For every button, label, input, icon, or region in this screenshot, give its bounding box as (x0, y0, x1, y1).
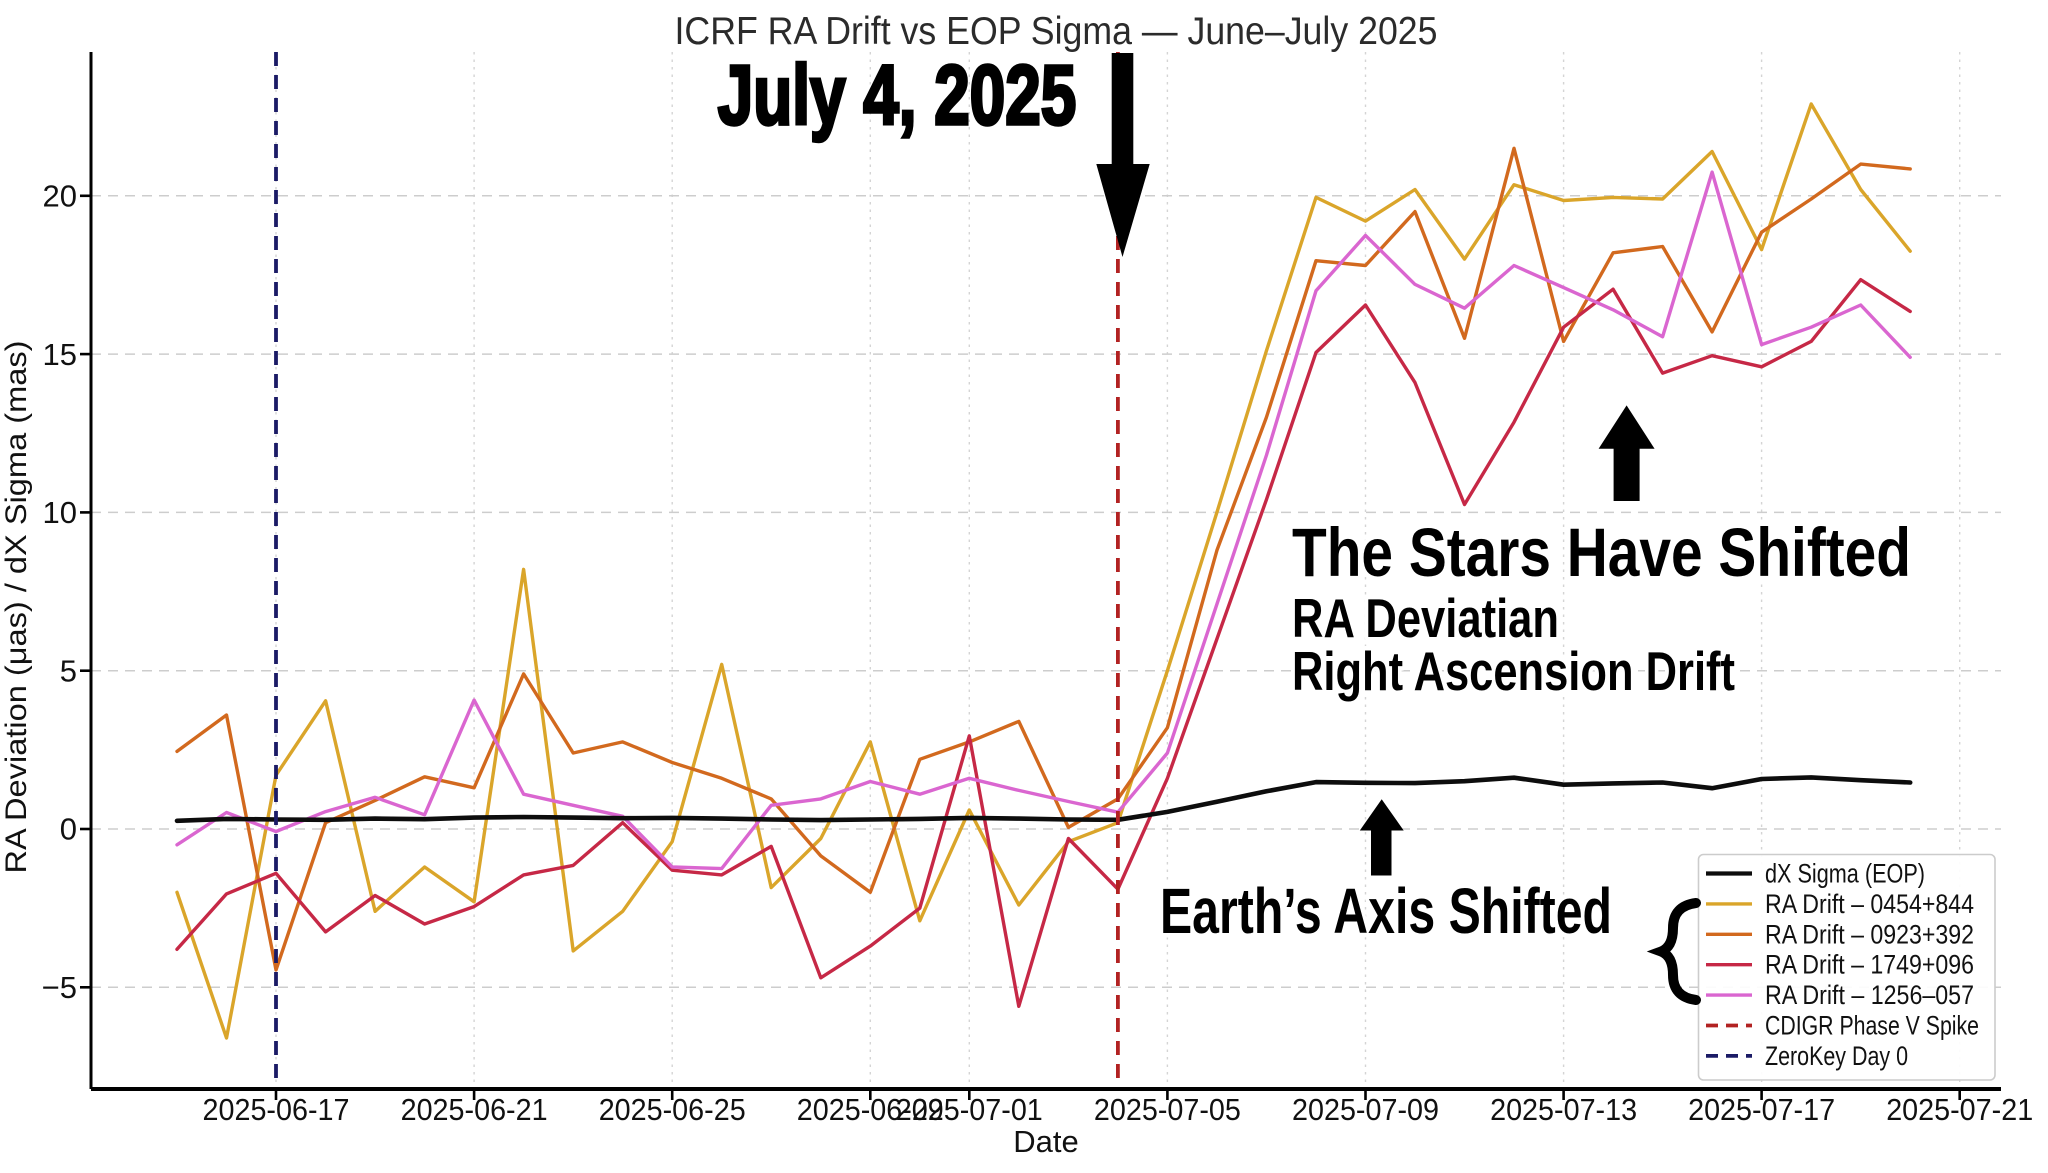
svg-text:2025-07-13: 2025-07-13 (1490, 1092, 1637, 1127)
svg-text:RA Deviatian: RA Deviatian (1292, 587, 1559, 649)
svg-text:−5: −5 (42, 970, 77, 1005)
svg-text:15: 15 (43, 337, 77, 372)
svg-text:2025-06-29: 2025-06-29 (797, 1092, 944, 1127)
svg-text:RA Drift – 1256–057: RA Drift – 1256–057 (1765, 980, 1974, 1010)
svg-text:RA Drift – 0454+844: RA Drift – 0454+844 (1765, 889, 1974, 919)
svg-text:0: 0 (60, 812, 77, 847)
svg-text:RA Drift – 1749+096: RA Drift – 1749+096 (1765, 950, 1974, 980)
svg-text:2025-07-21: 2025-07-21 (1886, 1092, 2033, 1127)
svg-text:CDIGR Phase V Spike: CDIGR Phase V Spike (1765, 1011, 1979, 1041)
svg-text:RA Deviation (μas) / dX Sigma: RA Deviation (μas) / dX Sigma (mas) (0, 341, 33, 874)
svg-text:RA Drift – 0923+392: RA Drift – 0923+392 (1765, 919, 1974, 949)
svg-text:2025-07-17: 2025-07-17 (1688, 1092, 1835, 1127)
svg-text:ICRF RA Drift vs EOP Sigma — J: ICRF RA Drift vs EOP Sigma — June–July 2… (675, 10, 1438, 53)
svg-text:10: 10 (43, 495, 77, 530)
svg-text:2025-07-09: 2025-07-09 (1292, 1092, 1439, 1127)
svg-text:Right Ascension Drift: Right Ascension Drift (1292, 640, 1735, 702)
svg-text:Earth’s Axis Shifted: Earth’s Axis Shifted (1160, 875, 1612, 947)
svg-text:ZeroKey Day 0: ZeroKey Day 0 (1765, 1041, 1908, 1071)
svg-text:2025-06-21: 2025-06-21 (401, 1092, 548, 1127)
svg-text:2025-06-25: 2025-06-25 (599, 1092, 746, 1127)
svg-text:2025-06-17: 2025-06-17 (203, 1092, 350, 1127)
svg-text:5: 5 (60, 653, 77, 688)
svg-text:July 4, 2025: July 4, 2025 (718, 47, 1076, 142)
svg-text:dX Sigma (EOP): dX Sigma (EOP) (1765, 859, 1925, 889)
svg-text:20: 20 (43, 179, 77, 214)
svg-text:2025-07-01: 2025-07-01 (896, 1092, 1043, 1127)
svg-text:2025-07-05: 2025-07-05 (1094, 1092, 1241, 1127)
svg-text:Date: Date (1013, 1124, 1078, 1159)
svg-text:The Stars Have Shifted: The Stars Have Shifted (1292, 514, 1911, 591)
